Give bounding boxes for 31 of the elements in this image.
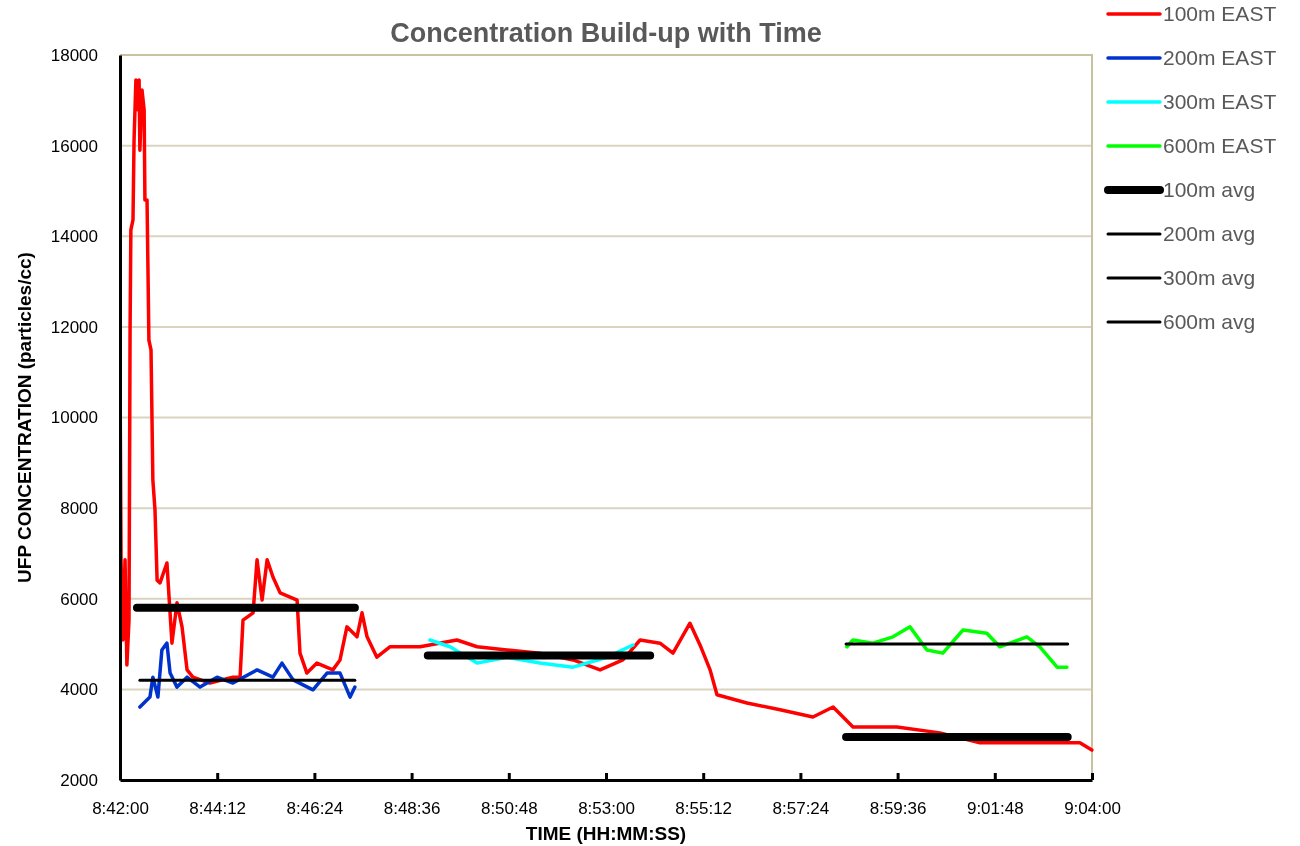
y-axis-title: UFP CONCENTRATION (particles/cc): [14, 252, 35, 583]
x-tick-label: 9:04:00: [1064, 799, 1121, 819]
y-tick-label: 18000: [50, 45, 98, 65]
legend-label: 200m avg: [1163, 222, 1256, 245]
y-tick-label: 2000: [60, 770, 98, 790]
y-tick-label: 14000: [50, 227, 98, 247]
y-tick-label: 6000: [60, 589, 98, 609]
x-axis-title: TIME (HH:MM:SS): [525, 823, 687, 844]
legend-label: 600m avg: [1163, 310, 1256, 333]
legend-label: 300m EAST: [1163, 90, 1277, 113]
x-tick-label: 8:59:36: [869, 799, 927, 819]
legend-label: 600m EAST: [1163, 134, 1277, 157]
y-tick-label: 16000: [50, 136, 98, 156]
y-tick-label: 12000: [50, 317, 98, 337]
x-tick-label: 8:42:00: [92, 799, 149, 819]
chart-title: Concentration Build-up with Time: [390, 18, 822, 48]
y-tick-label: 10000: [50, 408, 98, 428]
legend-label: 100m EAST: [1163, 2, 1277, 25]
x-tick-label: 8:46:24: [286, 799, 344, 819]
y-tick-label: 8000: [60, 499, 98, 519]
legend-label: 300m avg: [1163, 266, 1256, 289]
y-tick-label: 4000: [60, 680, 98, 700]
x-tick-label: 8:53:00: [578, 799, 635, 819]
x-tick-label: 8:50:48: [480, 799, 538, 819]
x-tick-label: 8:55:12: [675, 799, 733, 819]
legend-label: 200m EAST: [1163, 46, 1277, 69]
legend-label: 100m avg: [1163, 178, 1256, 201]
x-tick-label: 8:48:36: [383, 799, 441, 819]
x-tick-label: 9:01:48: [966, 799, 1024, 819]
x-tick-label: 8:57:24: [772, 799, 830, 819]
x-tick-label: 8:44:12: [189, 799, 247, 819]
